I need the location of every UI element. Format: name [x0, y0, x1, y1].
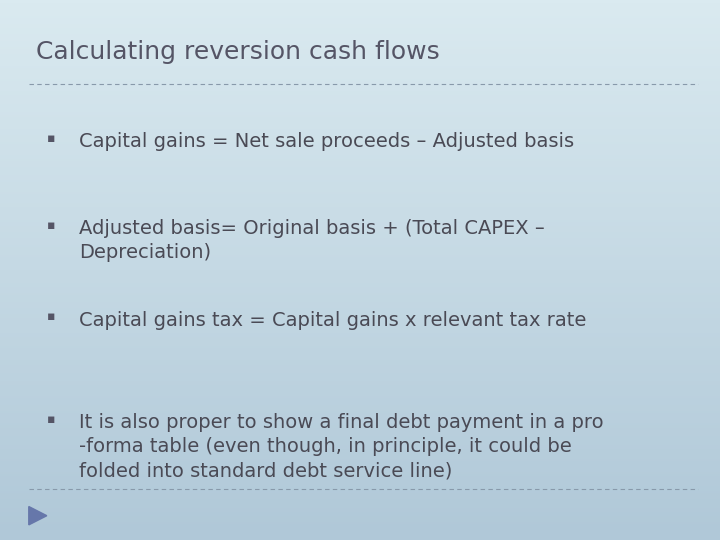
Text: Adjusted basis= Original basis + (Total CAPEX –
Depreciation): Adjusted basis= Original basis + (Total … — [79, 219, 545, 262]
Text: ▪: ▪ — [47, 219, 55, 232]
Text: ▪: ▪ — [47, 310, 55, 323]
Text: Capital gains = Net sale proceeds – Adjusted basis: Capital gains = Net sale proceeds – Adju… — [79, 132, 575, 151]
Text: Calculating reversion cash flows: Calculating reversion cash flows — [36, 40, 440, 64]
Text: ▪: ▪ — [47, 132, 55, 145]
Polygon shape — [29, 507, 47, 525]
Text: Capital gains tax = Capital gains x relevant tax rate: Capital gains tax = Capital gains x rele… — [79, 310, 587, 329]
Text: It is also proper to show a final debt payment in a pro
-forma table (even thoug: It is also proper to show a final debt p… — [79, 413, 604, 481]
Text: ▪: ▪ — [47, 413, 55, 426]
